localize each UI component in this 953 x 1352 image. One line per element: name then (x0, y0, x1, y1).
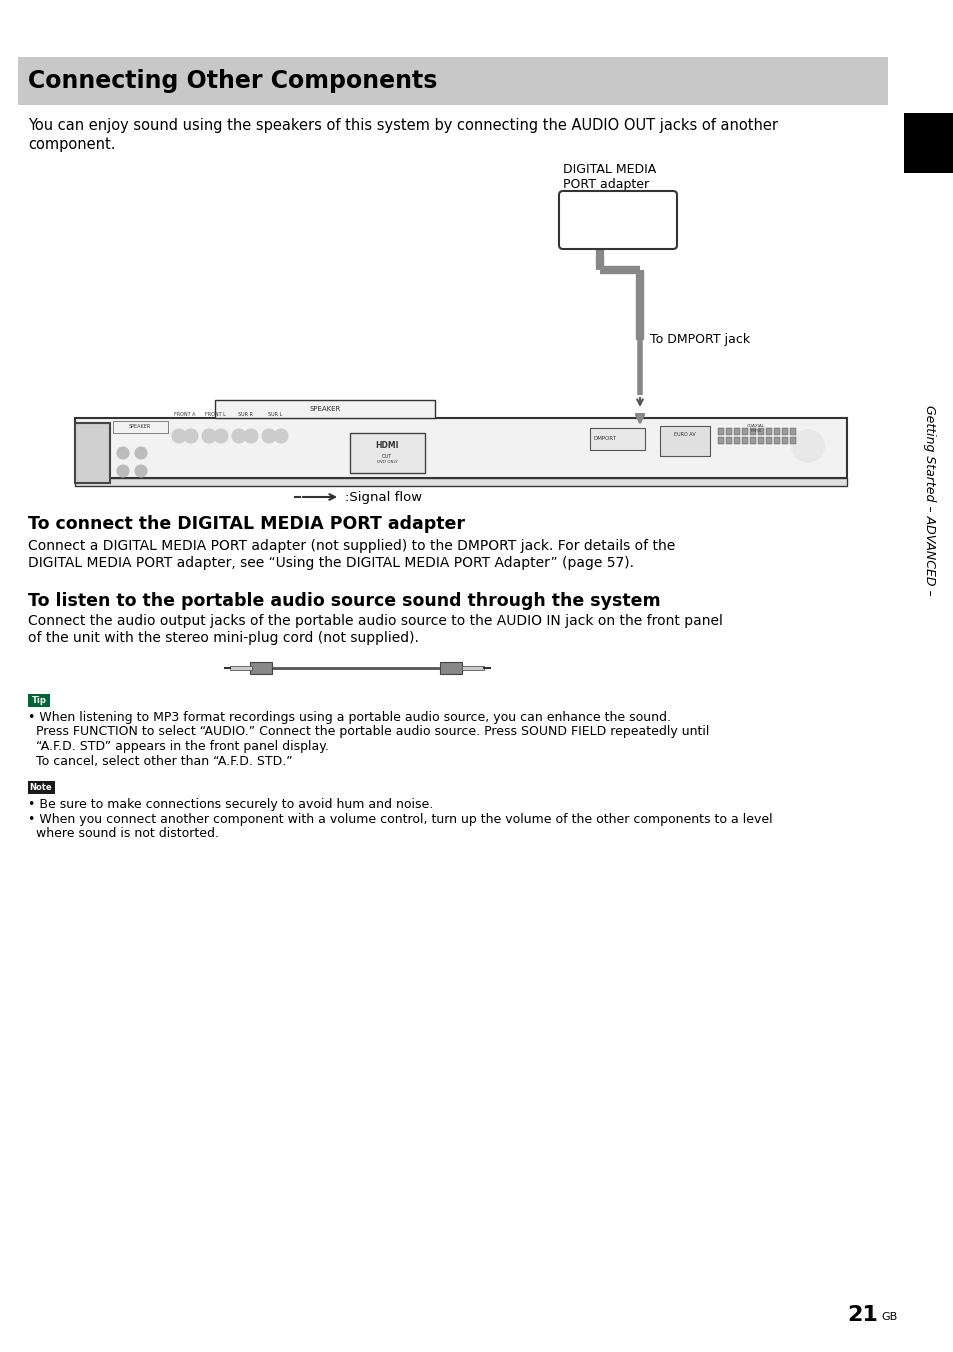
Text: • When you connect another component with a volume control, turn up the volume o: • When you connect another component wit… (28, 813, 772, 826)
Text: You can enjoy sound using the speakers of this system by connecting the AUDIO OU: You can enjoy sound using the speakers o… (28, 118, 778, 132)
Bar (749, 429, 755, 435)
Circle shape (213, 429, 228, 443)
Bar (789, 429, 795, 435)
Bar (75, 479, 846, 485)
Bar (589, 429, 644, 450)
Text: HDMI: HDMI (375, 442, 398, 450)
Text: Connecting Other Components: Connecting Other Components (28, 69, 436, 93)
Text: • When listening to MP3 format recordings using a portable audio source, you can: • When listening to MP3 format recording… (28, 711, 670, 725)
Text: SPEAKER: SPEAKER (309, 406, 340, 412)
Bar (112, 420, 168, 433)
Text: DMPORT: DMPORT (594, 437, 617, 442)
Bar (659, 426, 709, 456)
Bar (718, 437, 723, 443)
Text: To cancel, select other than “A.F.D. STD.”: To cancel, select other than “A.F.D. STD… (28, 754, 293, 768)
Text: PORT adapter: PORT adapter (562, 178, 648, 191)
Text: FMTS: FMTS (750, 429, 760, 433)
Text: DIGITAL MEDIA PORT adapter, see “Using the DIGITAL MEDIA PORT Adapter” (page 57): DIGITAL MEDIA PORT adapter, see “Using t… (28, 556, 634, 571)
Text: FRONT L: FRONT L (204, 412, 225, 416)
Bar (250, 662, 272, 675)
Bar (733, 437, 740, 443)
Bar (741, 437, 747, 443)
Circle shape (274, 429, 288, 443)
Bar (718, 429, 723, 435)
Bar (789, 437, 795, 443)
Text: where sound is not distorted.: where sound is not distorted. (28, 827, 219, 840)
Bar (903, 114, 953, 173)
Circle shape (117, 465, 129, 477)
Circle shape (244, 429, 257, 443)
Text: 21: 21 (846, 1305, 877, 1325)
Circle shape (184, 429, 198, 443)
Text: Tip: Tip (31, 696, 47, 704)
Bar (765, 437, 771, 443)
Bar (28, 781, 55, 794)
Text: To connect the DIGITAL MEDIA PORT adapter: To connect the DIGITAL MEDIA PORT adapte… (28, 515, 464, 533)
Bar (75, 423, 110, 483)
Text: DIGITAL MEDIA: DIGITAL MEDIA (562, 164, 656, 176)
Bar (749, 437, 755, 443)
Text: EURO AV: EURO AV (674, 431, 695, 437)
Bar (725, 429, 731, 435)
Bar (773, 429, 780, 435)
Text: Connect a DIGITAL MEDIA PORT adapter (not supplied) to the DMPORT jack. For deta: Connect a DIGITAL MEDIA PORT adapter (no… (28, 539, 675, 553)
Text: Connect the audio output jacks of the portable audio source to the AUDIO IN jack: Connect the audio output jacks of the po… (28, 614, 722, 627)
Text: SUR R: SUR R (237, 412, 253, 416)
Bar (733, 429, 740, 435)
Text: To DMPORT jack: To DMPORT jack (649, 334, 749, 346)
Circle shape (202, 429, 215, 443)
Bar (350, 433, 424, 473)
Bar (741, 429, 747, 435)
Text: OUT: OUT (381, 453, 392, 458)
Circle shape (117, 448, 129, 458)
Text: Getting Started – ADVANCED –: Getting Started – ADVANCED – (923, 404, 936, 595)
Text: GB: GB (880, 1311, 897, 1322)
Bar (461, 667, 483, 671)
Text: SPEAKER: SPEAKER (129, 425, 151, 430)
Bar (439, 662, 461, 675)
Bar (28, 694, 50, 707)
Bar (781, 437, 787, 443)
Text: DVD ONLY: DVD ONLY (376, 460, 397, 464)
Circle shape (135, 465, 147, 477)
Bar (773, 437, 780, 443)
Circle shape (135, 448, 147, 458)
Bar (230, 667, 252, 671)
Text: of the unit with the stereo mini-plug cord (not supplied).: of the unit with the stereo mini-plug co… (28, 631, 418, 645)
Bar (765, 429, 771, 435)
Circle shape (232, 429, 246, 443)
Text: To listen to the portable audio source sound through the system: To listen to the portable audio source s… (28, 592, 659, 610)
Bar (781, 429, 787, 435)
Text: SUR L: SUR L (268, 412, 282, 416)
Text: COAXIAL: COAXIAL (746, 425, 764, 429)
Circle shape (172, 429, 186, 443)
FancyBboxPatch shape (558, 191, 677, 249)
Bar (18, 57, 887, 105)
Circle shape (262, 429, 275, 443)
Text: Note: Note (30, 783, 52, 792)
Circle shape (791, 430, 823, 462)
Text: component.: component. (28, 137, 115, 151)
Text: • Be sure to make connections securely to avoid hum and noise.: • Be sure to make connections securely t… (28, 798, 433, 811)
Bar (75, 418, 846, 479)
Text: Press FUNCTION to select “AUDIO.” Connect the portable audio source. Press SOUND: Press FUNCTION to select “AUDIO.” Connec… (28, 726, 709, 738)
Text: FRONT A: FRONT A (174, 412, 195, 416)
Bar (214, 400, 435, 418)
Bar (758, 429, 763, 435)
Bar (725, 437, 731, 443)
Bar (758, 437, 763, 443)
Text: :Signal flow: :Signal flow (345, 491, 421, 503)
Text: “A.F.D. STD” appears in the front panel display.: “A.F.D. STD” appears in the front panel … (28, 740, 329, 753)
